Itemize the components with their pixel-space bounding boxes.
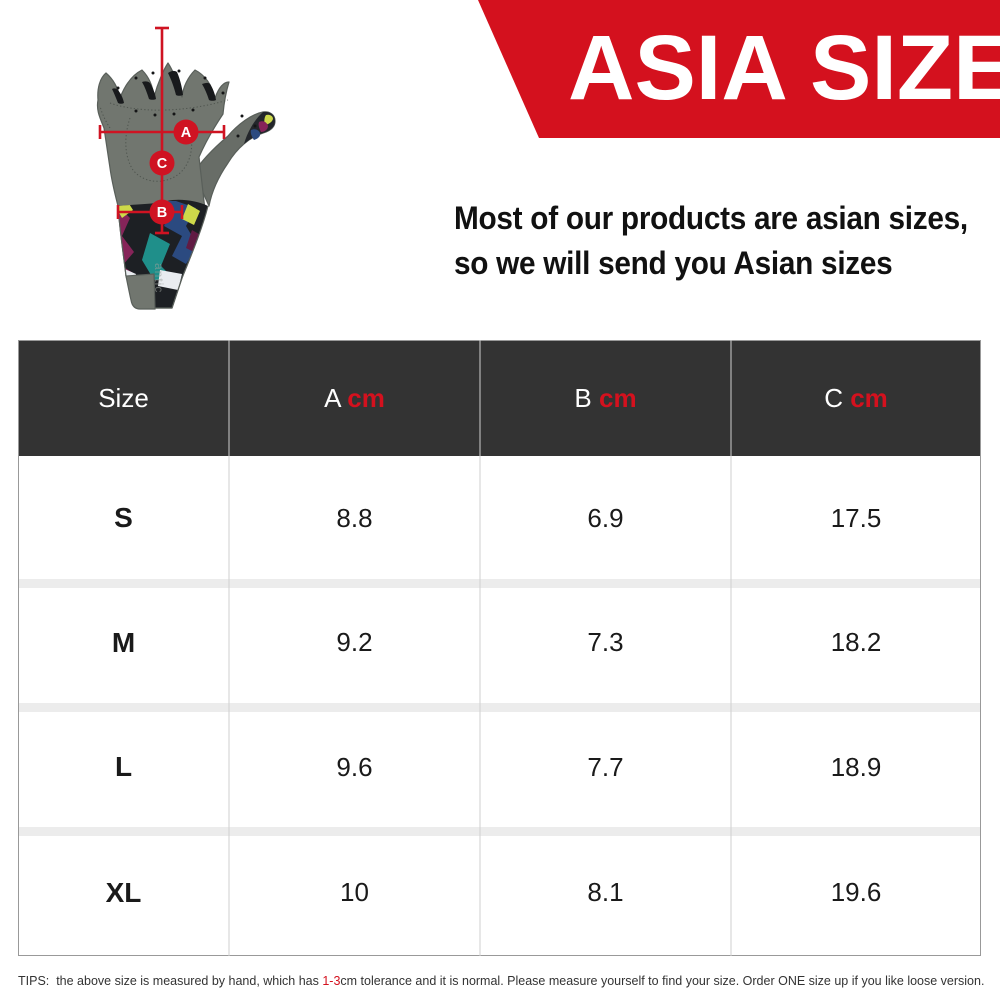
svg-text:B: B: [157, 205, 167, 221]
svg-text:A: A: [181, 125, 192, 141]
svg-text:C: C: [157, 156, 168, 172]
